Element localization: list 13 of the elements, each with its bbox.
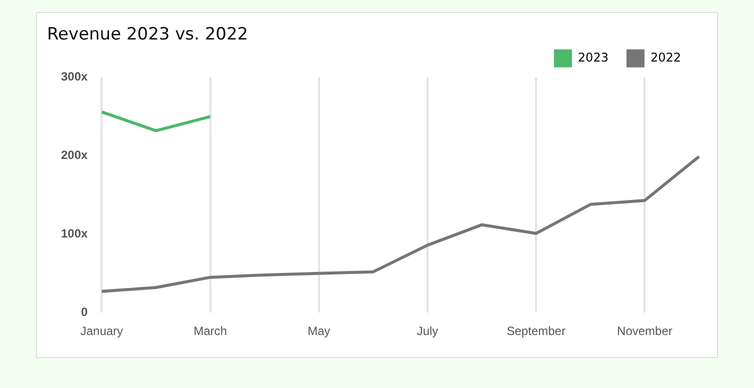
x-tick-label: January bbox=[80, 324, 124, 338]
y-tick-label: 0 bbox=[81, 304, 88, 319]
y-tick-label: 100x bbox=[60, 226, 88, 241]
x-tick-label: May bbox=[308, 324, 330, 338]
x-tick-label: March bbox=[194, 324, 227, 338]
x-tick-label: July bbox=[416, 324, 438, 338]
y-tick-label: 200x bbox=[60, 148, 88, 162]
legend-label: 2023 bbox=[578, 50, 608, 65]
x-tick-label: November bbox=[617, 324, 672, 338]
chart-title: Revenue 2023 vs. 2022 bbox=[47, 24, 248, 45]
legend-label: 2022 bbox=[650, 50, 682, 65]
y-tick-label: 300x bbox=[60, 70, 88, 84]
x-tick-label: September bbox=[506, 324, 566, 338]
